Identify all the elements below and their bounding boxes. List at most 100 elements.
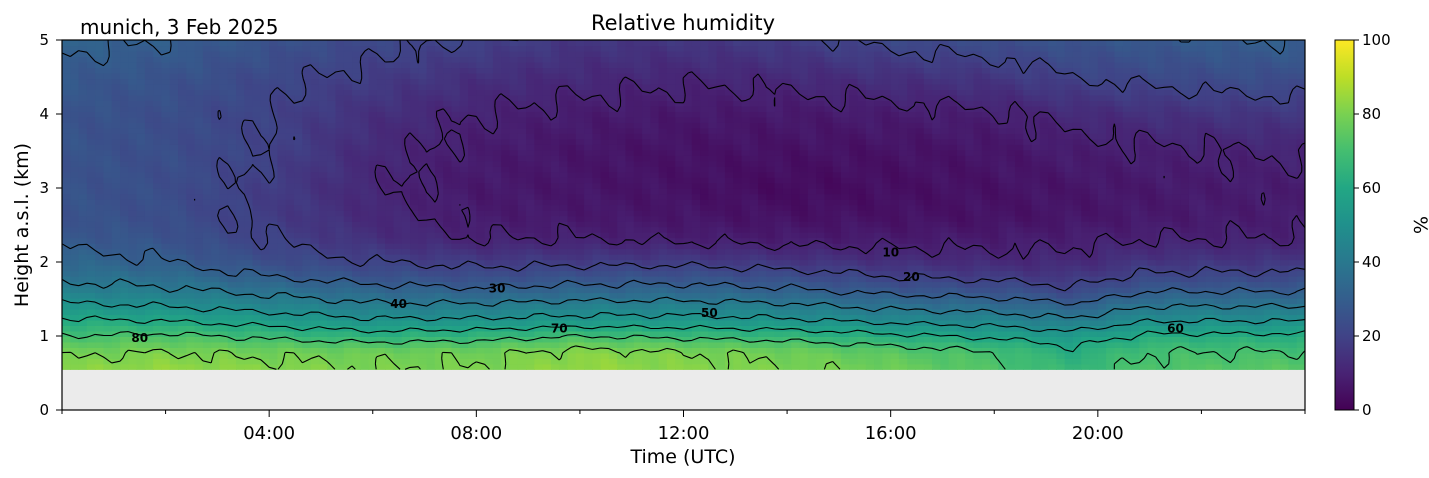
heatmap-cell [741,319,751,326]
heatmap-cell [302,352,312,359]
heatmap-cell [468,363,477,370]
heatmap-cell [434,254,444,261]
heatmap-cell [517,215,527,222]
heatmap-cell [956,270,966,277]
heatmap-cell [219,254,229,261]
heatmap-cell [1130,281,1140,288]
heatmap-cell [733,352,743,359]
heatmap-cell [956,341,966,348]
heatmap-cell [269,199,279,206]
heatmap-cell [1139,199,1149,206]
heatmap-cell [352,270,361,277]
heatmap-cell [691,358,701,365]
heatmap-cell [244,281,254,288]
heatmap-cell [534,308,544,316]
heatmap-cell [1238,204,1248,211]
heatmap-cell [1114,210,1124,217]
heatmap-cell [410,193,419,200]
heatmap-cell [1255,363,1265,370]
heatmap-cell [534,215,544,222]
heatmap-cell [434,352,444,359]
heatmap-cell [666,314,676,321]
heatmap-cell [509,341,519,348]
heatmap-cell [1048,303,1057,310]
heatmap-cell [517,226,527,233]
heatmap-cell [1255,254,1265,261]
heatmap-cell [219,292,229,299]
heatmap-cell [302,265,312,272]
heatmap-cell [1056,232,1066,239]
heatmap-cell [360,259,370,266]
heatmap-cell [666,325,676,332]
heatmap-cell [584,286,593,294]
heatmap-cell [758,336,767,343]
heatmap-cell [468,204,477,211]
heatmap-cell [666,270,676,277]
heatmap-cell [874,265,883,272]
heatmap-cell [874,358,883,365]
heatmap-cell [509,276,519,283]
heatmap-cell [78,358,88,365]
heatmap-cell [393,254,403,261]
heatmap-cell [269,226,279,233]
heatmap-cell [434,204,444,211]
heatmap-cell [1271,210,1281,217]
heatmap-cell [451,303,461,310]
heatmap-cell [202,182,212,189]
heatmap-cell [1172,347,1182,354]
heatmap-cell [625,308,635,316]
heatmap-cell [1097,204,1107,211]
heatmap-cell [1197,259,1207,266]
heatmap-cell [923,232,933,239]
heatmap-cell [749,210,759,217]
heatmap-cell [1139,319,1149,326]
heatmap-cell [1039,292,1049,299]
heatmap-cell [368,232,378,239]
heatmap-cell [426,204,436,211]
heatmap-cell [1255,314,1265,321]
heatmap-cell [898,341,908,348]
heatmap-cell [227,232,237,239]
heatmap-cell [915,314,925,321]
heatmap-cell [335,232,345,239]
heatmap-cell [832,248,842,255]
heatmap-cell [95,341,105,348]
heatmap-cell [136,254,146,261]
heatmap-cell [103,270,113,277]
heatmap-cell [1081,193,1091,200]
heatmap-cell [186,237,196,244]
heatmap-cell [443,193,453,200]
heatmap-cell [1097,363,1107,370]
heatmap-cell [1205,188,1215,195]
heatmap-cell [658,347,668,354]
heatmap-cell [343,248,353,255]
heatmap-cell [1188,330,1198,337]
heatmap-cell [575,254,585,261]
heatmap-cell [633,210,643,217]
heatmap-cell [865,303,875,310]
heatmap-cell [459,188,469,195]
heatmap-cell [559,281,569,288]
heatmap-cell [161,363,171,370]
heatmap-cell [617,303,627,310]
heatmap-cell [161,308,171,316]
heatmap-cell [1213,248,1223,255]
heatmap-cell [1064,292,1074,299]
heatmap-cell [1197,188,1207,195]
heatmap-cell [492,199,502,206]
heatmap-cell [302,270,312,277]
heatmap-cell [269,270,279,277]
heatmap-cell [990,204,999,211]
heatmap-cell [1139,347,1149,354]
heatmap-cell [799,341,809,348]
heatmap-cell [990,270,999,277]
heatmap-cell [476,276,486,283]
heatmap-cell [1064,188,1074,195]
heatmap-cell [1106,215,1116,222]
heatmap-cell [865,199,875,206]
heatmap-cell [592,347,602,354]
heatmap-cell [343,341,353,348]
heatmap-cell [708,292,718,299]
heatmap-cell [1155,308,1165,316]
heatmap-cell [103,330,113,337]
